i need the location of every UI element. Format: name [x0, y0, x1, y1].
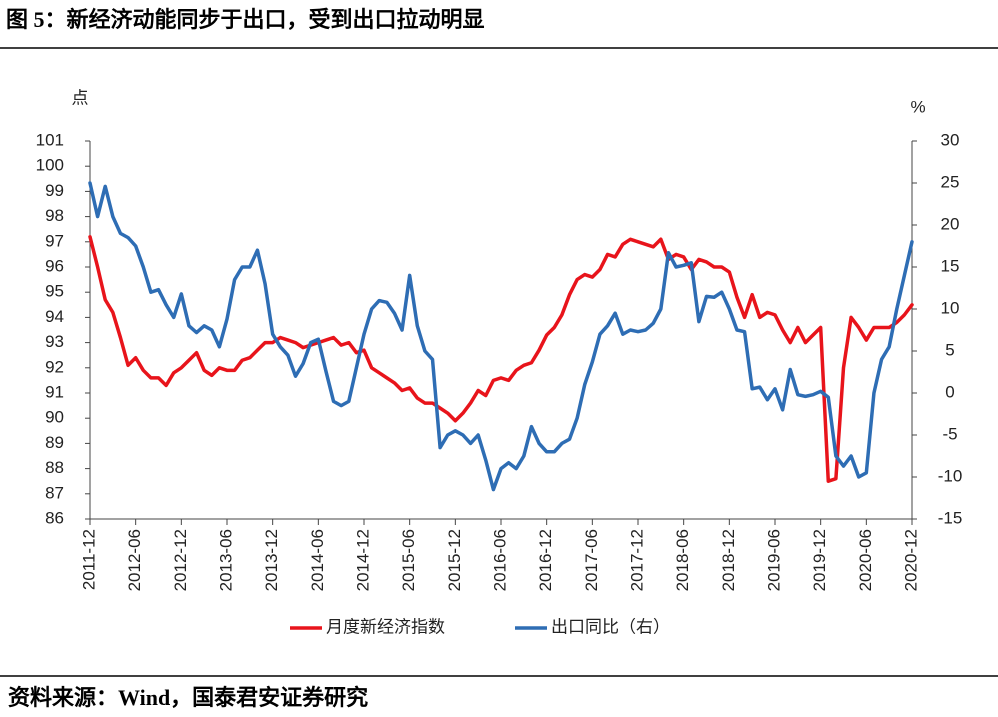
x-tick-label: 2015-12 [445, 529, 464, 591]
x-tick-label: 2016-06 [490, 529, 509, 591]
y-axis-unit: 点 [72, 88, 89, 107]
y-tick-label: 97 [45, 231, 64, 250]
y-tick-label: 94 [45, 307, 64, 326]
y2-tick-label: 10 [941, 298, 960, 317]
y-tick-label: 86 [45, 508, 64, 527]
y-tick-label: 96 [45, 256, 64, 275]
y2-tick-label: 0 [945, 382, 954, 401]
y-tick-label: 92 [45, 357, 64, 376]
y2-tick-label: 20 [941, 214, 960, 233]
x-tick-label: 2020-06 [856, 529, 875, 591]
x-tick-label: 2019-12 [810, 529, 829, 591]
x-tick-label: 2017-12 [627, 529, 646, 591]
y2-tick-label: -10 [938, 466, 963, 485]
legend-label: 出口同比（右） [551, 617, 670, 636]
y-tick-label: 87 [45, 483, 64, 502]
y-tick-label: 101 [36, 130, 64, 149]
x-tick-label: 2013-06 [216, 529, 235, 591]
legend-label: 月度新经济指数 [326, 617, 445, 636]
y-tick-label: 91 [45, 382, 64, 401]
x-tick-label: 2020-12 [901, 529, 920, 591]
x-tick-label: 2015-06 [399, 529, 418, 591]
y2-axis-unit: % [910, 97, 925, 116]
y-tick-label: 100 [36, 156, 64, 175]
x-tick-label: 2017-06 [582, 529, 601, 591]
y-tick-label: 90 [45, 408, 64, 427]
x-tick-label: 2019-06 [764, 529, 783, 591]
x-tick-label: 2014-12 [353, 529, 372, 591]
series-line [88, 235, 914, 483]
y-tick-label: 89 [45, 433, 64, 452]
y-tick-label: 98 [45, 206, 64, 225]
x-tick-label: 2018-06 [673, 529, 692, 591]
y-tick-label: 99 [45, 181, 64, 200]
y2-tick-label: -5 [942, 424, 957, 443]
y-tick-label: 88 [45, 458, 64, 477]
x-tick-label: 2014-06 [308, 529, 327, 591]
x-tick-label: 2011-12 [79, 529, 98, 590]
chart-title: 图 5：新经济动能同步于出口，受到出口拉动明显 [6, 7, 485, 32]
y2-tick-label: 5 [945, 340, 954, 359]
y2-tick-label: 25 [941, 172, 960, 191]
x-tick-label: 2012-06 [125, 529, 144, 591]
x-tick-label: 2013-12 [262, 529, 281, 591]
y2-tick-label: -15 [938, 508, 963, 527]
y2-tick-label: 15 [941, 256, 960, 275]
y-tick-label: 93 [45, 332, 64, 351]
x-tick-label: 2012-12 [171, 529, 190, 591]
x-tick-label: 2018-12 [719, 529, 738, 591]
source-note: 资料来源：Wind，国泰君安证券研究 [8, 685, 368, 710]
series-line [88, 181, 914, 492]
x-tick-label: 2016-12 [536, 529, 555, 591]
y2-tick-label: 30 [941, 130, 960, 149]
y-tick-label: 95 [45, 282, 64, 301]
